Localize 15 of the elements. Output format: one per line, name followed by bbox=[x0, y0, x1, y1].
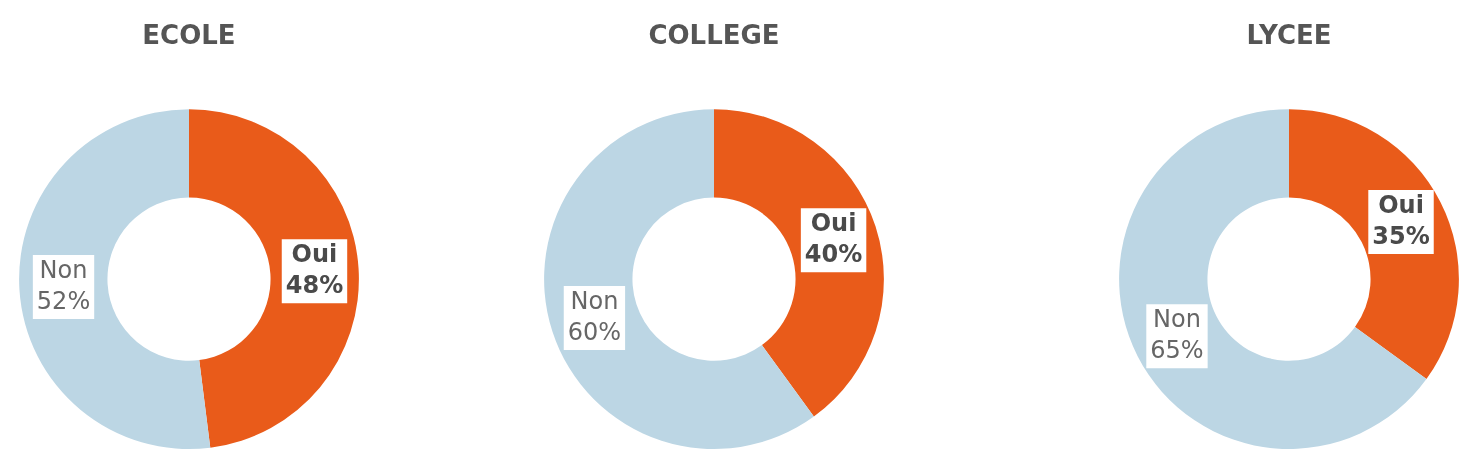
data-label: 52% bbox=[36, 287, 91, 316]
slice-label: Oui bbox=[291, 240, 338, 269]
chart-title: COLLEGE bbox=[648, 20, 780, 51]
data-label: 35% bbox=[1372, 222, 1430, 251]
slice-label: Oui bbox=[810, 209, 857, 238]
data-label: 40% bbox=[804, 240, 863, 269]
chart-title: ECOLE bbox=[142, 20, 236, 51]
slice-label: Non bbox=[1153, 305, 1201, 334]
slice-label: Non bbox=[39, 256, 88, 285]
slice-label: Non bbox=[570, 287, 619, 316]
chart-title: LYCEE bbox=[1246, 20, 1332, 51]
slice-label: Oui bbox=[1378, 191, 1424, 220]
data-label: 48% bbox=[285, 271, 344, 300]
data-label: 60% bbox=[567, 318, 622, 347]
data-label: 65% bbox=[1150, 336, 1204, 365]
